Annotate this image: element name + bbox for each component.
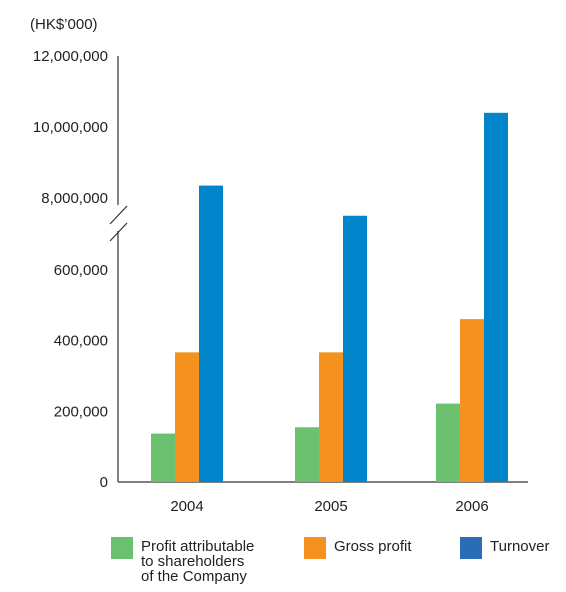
unit-label: (HK$’000) [30,16,98,33]
bars [151,112,508,483]
bar-2006-series-2 [484,112,508,483]
tick-labels: 0 200,000 400,000 600,000 8,000,000 10,000,00… [33,48,489,515]
y-tick-label: 10,000,000 [33,119,108,136]
bar-2004-series-1 [175,352,199,482]
bar-2005-series-1 [319,352,343,482]
y-tick-label: 0 [100,474,108,491]
bar-2004-series-2 [199,185,223,482]
bar-2006-series-1 [460,319,484,482]
bar-2004-series-0 [151,433,175,482]
bar-2005-series-0 [295,427,319,482]
bar-2005-series-2 [343,215,367,482]
y-tick-label: 8,000,000 [41,190,108,207]
bar-2006-series-0 [436,403,460,482]
y-tick-label: 400,000 [54,333,108,350]
x-tick-label: 2006 [455,498,488,515]
y-tick-label: 200,000 [54,403,108,420]
axis-break-mark [109,222,128,242]
y-tick-label: 12,000,000 [33,48,108,65]
y-tick-label: 600,000 [54,262,108,279]
x-tick-label: 2004 [170,498,203,515]
axis-break-mark [109,205,128,225]
x-tick-label: 2005 [314,498,347,515]
